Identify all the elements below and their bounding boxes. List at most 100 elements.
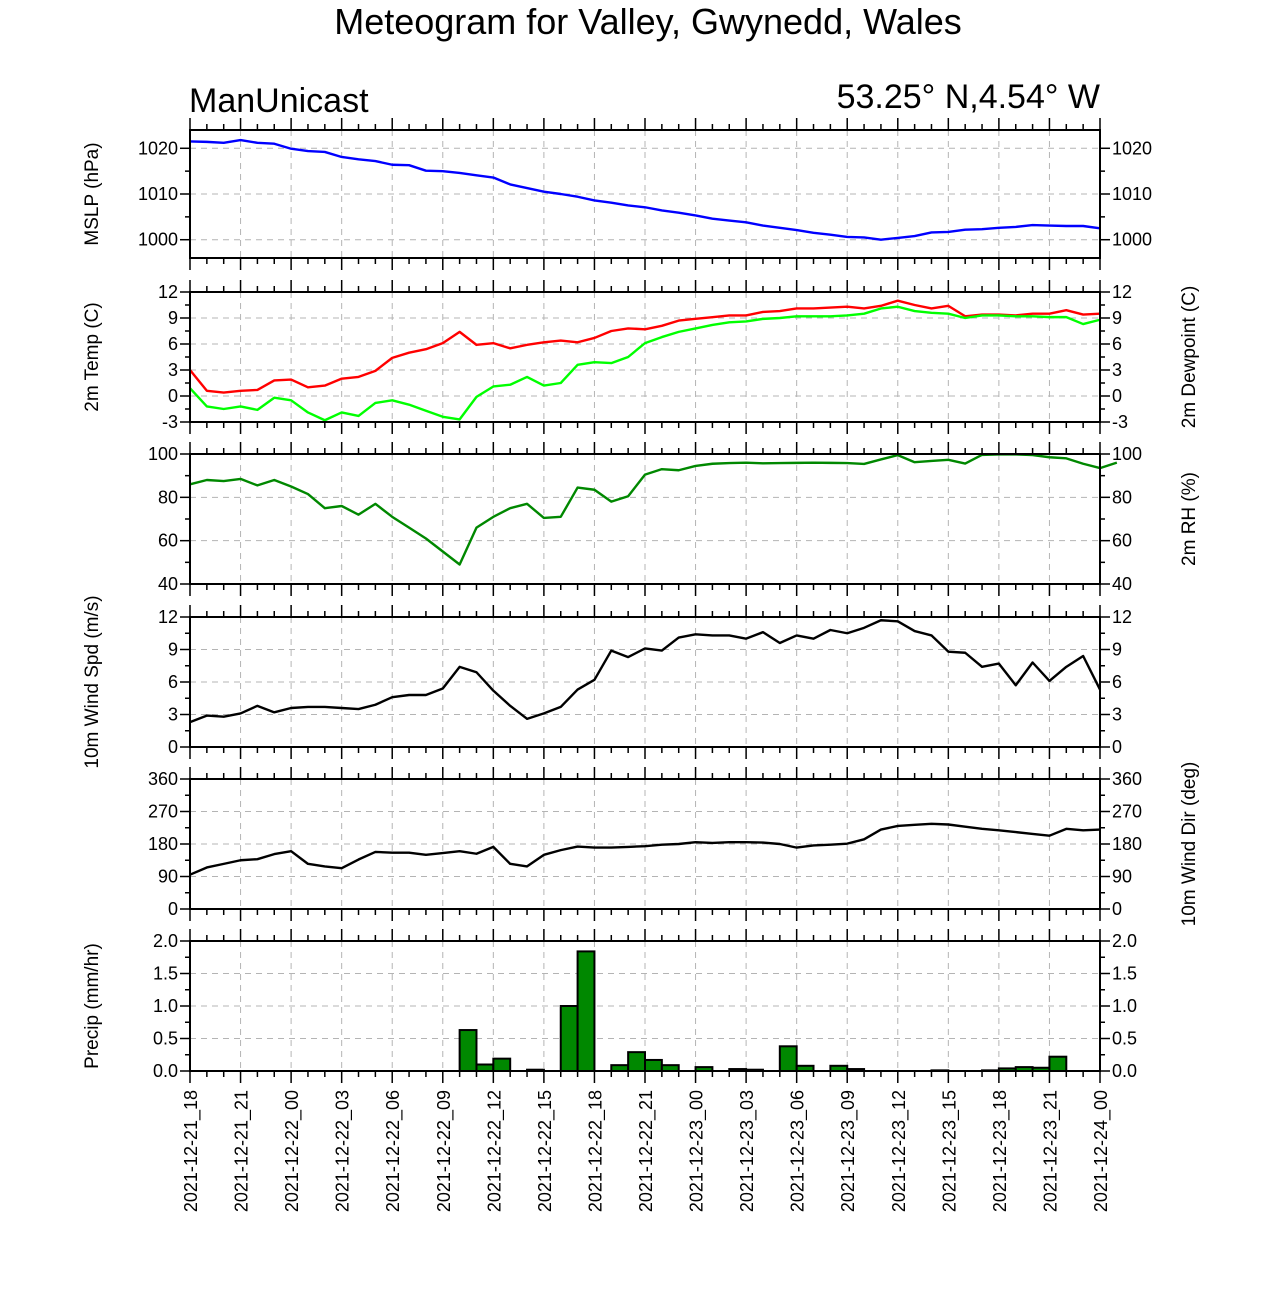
x-tick-label: 2021-12-22_12 bbox=[484, 1090, 505, 1212]
y-tick-label-left: 1.0 bbox=[153, 996, 178, 1016]
y-axis-label-right: 2m RH (%) bbox=[1179, 472, 1200, 566]
y-tick-label-left: 1020 bbox=[138, 138, 178, 158]
y-tick-label-left: 40 bbox=[158, 574, 178, 594]
y-tick-label-right: 60 bbox=[1112, 531, 1132, 551]
y-tick-label-right: 180 bbox=[1112, 834, 1142, 854]
panel-temp: -3 -3 0 0 3 3 6 6 9 9 12 12 2m Temp (C) 2m Dewpoint (… bbox=[82, 280, 1200, 434]
series-line-temp-0 bbox=[189, 299, 1101, 394]
x-tick-label: 2021-12-22_00 bbox=[282, 1090, 303, 1212]
y-tick-label-left: 180 bbox=[148, 834, 178, 854]
y-tick-label-right: 12 bbox=[1112, 282, 1132, 302]
y-tick-label-right: 100 bbox=[1112, 444, 1142, 464]
y-tick-label-right: 1.0 bbox=[1112, 996, 1137, 1016]
y-tick-label-left: 9 bbox=[168, 640, 178, 660]
precip-bar bbox=[576, 950, 596, 1073]
x-tick-label: 2021-12-22_21 bbox=[636, 1090, 657, 1212]
panel-frame bbox=[189, 453, 1101, 585]
series-line-wspd-0 bbox=[189, 619, 1102, 724]
y-tick-label-right: -3 bbox=[1112, 412, 1128, 432]
y-tick-label-right: 360 bbox=[1112, 769, 1142, 789]
panel-wspd: 0 0 3 3 6 6 9 9 12 12 10m Wind Spd (m/s) bbox=[82, 595, 1132, 768]
x-tick-label: 2021-12-23_18 bbox=[990, 1090, 1011, 1212]
x-tick-label: 2021-12-23_12 bbox=[889, 1090, 910, 1212]
y-tick-label-right: 3 bbox=[1112, 360, 1122, 380]
y-tick-label-right: 90 bbox=[1112, 867, 1132, 887]
x-tick-label: 2021-12-23_21 bbox=[1040, 1090, 1061, 1212]
y-tick-label-right: 1.5 bbox=[1112, 964, 1137, 984]
y-tick-label-right: 0 bbox=[1112, 386, 1122, 406]
model-label: ManUnicast bbox=[189, 82, 369, 120]
y-tick-label-left: 1.5 bbox=[153, 964, 178, 984]
y-tick-label-right: 40 bbox=[1112, 574, 1132, 594]
y-tick-label-left: 90 bbox=[158, 867, 178, 887]
y-tick-label-right: 1010 bbox=[1112, 184, 1152, 204]
y-tick-label-right: 2.0 bbox=[1112, 931, 1137, 951]
x-tick-label: 2021-12-24_00 bbox=[1091, 1090, 1112, 1212]
y-tick-label-left: 2.0 bbox=[153, 931, 178, 951]
panel-frame bbox=[189, 616, 1101, 748]
series-line-mslp-0 bbox=[189, 138, 1101, 241]
precip-bar bbox=[1048, 1055, 1068, 1072]
panel-frame bbox=[189, 129, 1101, 259]
series-line-rh-0 bbox=[189, 453, 1118, 566]
y-tick-label-left: 0 bbox=[168, 899, 178, 919]
y-tick-label-left: 80 bbox=[158, 487, 178, 507]
chart-title: Meteogram for Valley, Gwynedd, Wales bbox=[334, 1, 962, 42]
y-tick-label-left: 3 bbox=[168, 705, 178, 725]
x-tick-label: 2021-12-22_15 bbox=[535, 1090, 556, 1212]
y-tick-label-left: 0 bbox=[168, 386, 178, 406]
x-tick-label: 2021-12-23_03 bbox=[737, 1090, 758, 1212]
x-tick-label: 2021-12-22_18 bbox=[585, 1090, 606, 1212]
y-tick-label-left: 360 bbox=[148, 769, 178, 789]
x-tick-label: 2021-12-23_00 bbox=[687, 1090, 708, 1212]
panel-frame bbox=[189, 291, 1101, 423]
y-tick-label-left: 3 bbox=[168, 360, 178, 380]
panel-wdir: 0 0 90 90 180 180 270 270 360 360 10m Wind Dir (de… bbox=[148, 762, 1200, 927]
y-tick-label-right: 12 bbox=[1112, 607, 1132, 627]
panel-precip: 0.0 0.0 0.5 0.5 1.0 1.0 1.5 1.5 2.0 2.0 Precip (mm… bbox=[82, 929, 1137, 1083]
y-tick-label-left: 12 bbox=[158, 282, 178, 302]
y-tick-label-left: 0.0 bbox=[153, 1061, 178, 1081]
y-axis-label-right: 2m Dewpoint (C) bbox=[1179, 286, 1200, 429]
x-tick-label: 2021-12-21_21 bbox=[232, 1090, 253, 1212]
y-tick-label-right: 1020 bbox=[1112, 138, 1152, 158]
panel-rh: 40 40 60 60 80 80 100 100 2m RH (%) bbox=[148, 442, 1200, 596]
y-tick-label-left: 1000 bbox=[138, 230, 178, 250]
y-axis-label-left: Precip (mm/hr) bbox=[82, 943, 103, 1069]
y-tick-label-right: 3 bbox=[1112, 705, 1122, 725]
y-tick-label-left: 100 bbox=[148, 444, 178, 464]
y-tick-label-left: -3 bbox=[162, 412, 178, 432]
series-line-wdir-0 bbox=[189, 822, 1101, 876]
y-tick-label-left: 270 bbox=[148, 802, 178, 822]
y-tick-label-right: 9 bbox=[1112, 308, 1122, 328]
y-tick-label-right: 6 bbox=[1112, 672, 1122, 692]
precip-bar bbox=[627, 1051, 646, 1073]
y-tick-label-left: 6 bbox=[168, 672, 178, 692]
panel-mslp: 1000 1000 1010 1010 1020 1020 MSLP (hPa) bbox=[82, 118, 1152, 270]
y-tick-label-left: 6 bbox=[168, 334, 178, 354]
x-tick-label: 2021-12-23_06 bbox=[788, 1090, 809, 1212]
x-tick-label: 2021-12-21_18 bbox=[181, 1090, 202, 1212]
y-tick-label-right: 6 bbox=[1112, 334, 1122, 354]
y-tick-label-left: 1010 bbox=[138, 184, 178, 204]
x-tick-label: 2021-12-22_06 bbox=[383, 1090, 404, 1212]
x-tick-label: 2021-12-23_15 bbox=[939, 1090, 960, 1212]
y-tick-label-right: 80 bbox=[1112, 487, 1132, 507]
precip-bar bbox=[492, 1057, 512, 1073]
panel-frame bbox=[189, 940, 1101, 1072]
precip-bar bbox=[559, 1005, 579, 1072]
x-tick-label: 2021-12-23_09 bbox=[838, 1090, 859, 1212]
location-label: 53.25° N,4.54° W bbox=[837, 78, 1100, 116]
y-tick-label-left: 12 bbox=[158, 607, 178, 627]
y-tick-label-left: 0 bbox=[168, 737, 178, 757]
x-tick-label: 2021-12-22_09 bbox=[434, 1090, 455, 1212]
y-tick-label-right: 0.5 bbox=[1112, 1029, 1137, 1049]
y-axis-label-left: MSLP (hPa) bbox=[82, 142, 103, 245]
y-tick-label-left: 9 bbox=[168, 308, 178, 328]
y-tick-label-left: 60 bbox=[158, 531, 178, 551]
panel-frame bbox=[189, 778, 1101, 910]
y-tick-label-right: 0.0 bbox=[1112, 1061, 1137, 1081]
precip-bar bbox=[778, 1045, 798, 1073]
y-tick-label-right: 1000 bbox=[1112, 230, 1152, 250]
